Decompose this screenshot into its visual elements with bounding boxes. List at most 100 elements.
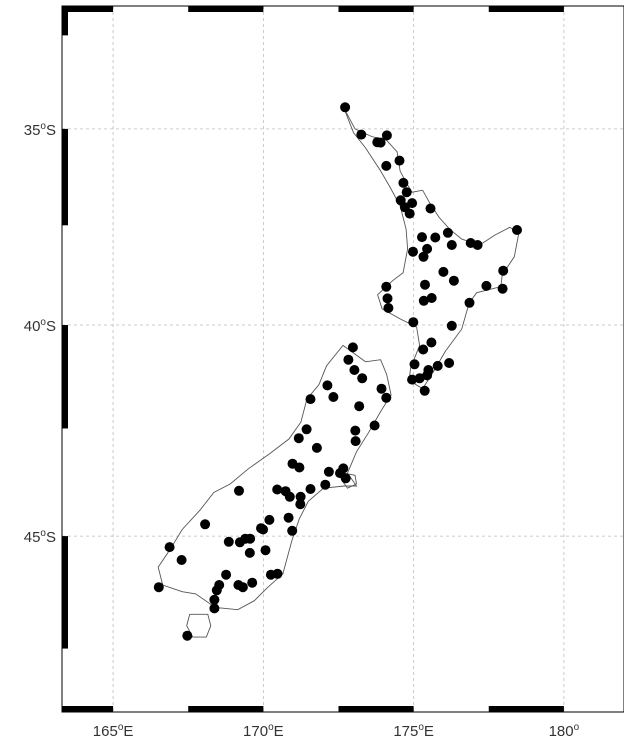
station-marker — [153, 582, 164, 593]
station-marker — [293, 433, 304, 444]
station-marker — [369, 420, 380, 431]
station-marker — [305, 394, 316, 405]
station-marker — [328, 392, 339, 402]
lat-tick-label: 35oS — [24, 121, 56, 139]
station-marker — [305, 484, 316, 494]
station-marker — [430, 232, 441, 243]
lat-tick-label: 40oS — [24, 317, 56, 335]
station-marker — [221, 569, 232, 580]
frame-bar-left — [62, 128, 68, 226]
station-marker — [356, 129, 367, 140]
station-marker — [320, 479, 331, 490]
station-marker — [394, 155, 405, 166]
station-marker — [164, 542, 175, 553]
station-marker — [295, 499, 306, 510]
station-marker — [223, 536, 234, 547]
station-marker — [260, 545, 271, 556]
frame-bar-top — [338, 6, 414, 12]
station-marker — [311, 442, 322, 453]
station-marker — [209, 603, 220, 614]
frame-bar-bottom — [188, 706, 264, 712]
station-marker — [464, 297, 475, 308]
station-marker — [322, 380, 333, 391]
station-marker — [381, 130, 392, 141]
station-marker — [272, 484, 283, 495]
lon-tick-label: 165oE — [93, 722, 134, 740]
frame-bar-top — [62, 6, 114, 12]
station-marker — [381, 281, 392, 292]
station-marker — [265, 569, 276, 580]
station-marker — [376, 383, 387, 394]
station-marker — [425, 203, 436, 214]
frame-border — [61, 5, 624, 713]
station-marker — [347, 342, 358, 353]
station-marker — [408, 246, 418, 257]
station-marker — [398, 177, 409, 188]
station-marker — [383, 303, 394, 313]
station-marker — [357, 373, 368, 384]
station-marker — [438, 266, 449, 277]
station-marker — [244, 547, 255, 558]
lon-tick-label: 180o — [549, 722, 580, 740]
station-marker — [247, 577, 258, 588]
station-marker — [381, 160, 392, 171]
station-layer — [153, 102, 522, 641]
station-marker — [414, 373, 425, 384]
map-grid — [62, 6, 624, 712]
station-marker — [323, 466, 334, 477]
frame-bar-left — [62, 325, 68, 429]
station-marker — [442, 227, 453, 238]
station-marker — [404, 208, 415, 219]
frame-bar-left — [62, 536, 68, 649]
lon-tick-labels: 165oE 170oE 175oE 180o — [93, 722, 580, 740]
lon-tick-label: 170oE — [243, 722, 284, 740]
station-marker — [481, 280, 492, 291]
station-marker — [245, 533, 256, 544]
station-marker — [446, 240, 457, 250]
station-marker — [497, 283, 508, 294]
station-marker — [407, 374, 418, 385]
station-marker — [407, 198, 418, 209]
station-marker — [422, 243, 433, 254]
coastline-layer — [157, 107, 520, 638]
station-marker — [408, 317, 419, 328]
station-marker — [287, 458, 298, 469]
station-marker — [444, 358, 455, 368]
station-marker — [472, 240, 483, 250]
station-marker — [512, 225, 522, 235]
frame-bar-bottom — [62, 706, 114, 712]
station-marker — [233, 580, 244, 590]
station-marker — [417, 232, 427, 243]
station-marker — [200, 519, 211, 530]
station-marker — [287, 525, 298, 536]
station-marker — [211, 585, 222, 596]
station-marker — [234, 537, 245, 548]
station-marker — [448, 275, 459, 286]
lat-tick-label: 45oS — [24, 528, 56, 546]
station-marker — [349, 365, 360, 375]
station-marker — [350, 425, 361, 436]
station-marker — [498, 265, 509, 276]
frame-bar-top — [188, 6, 264, 12]
station-marker — [283, 512, 294, 523]
station-marker — [375, 137, 386, 148]
coastline-south-island — [157, 344, 392, 611]
station-marker — [340, 102, 351, 113]
station-marker — [401, 187, 412, 198]
station-marker — [343, 354, 354, 365]
station-marker — [301, 424, 312, 435]
lon-tick-label: 175oE — [393, 722, 434, 740]
frame-bar-top — [488, 6, 564, 12]
station-marker — [234, 485, 244, 496]
map-frame — [61, 5, 624, 713]
station-marker — [350, 436, 361, 447]
station-marker — [418, 251, 429, 262]
station-marker — [209, 594, 220, 605]
station-marker — [426, 293, 437, 303]
station-marker — [382, 293, 393, 304]
station-marker — [182, 630, 193, 641]
station-marker — [422, 370, 433, 381]
frame-bar-bottom — [338, 706, 414, 712]
lat-tick-labels: 35oS 40oS 45oS — [24, 121, 56, 546]
station-marker — [256, 523, 266, 534]
